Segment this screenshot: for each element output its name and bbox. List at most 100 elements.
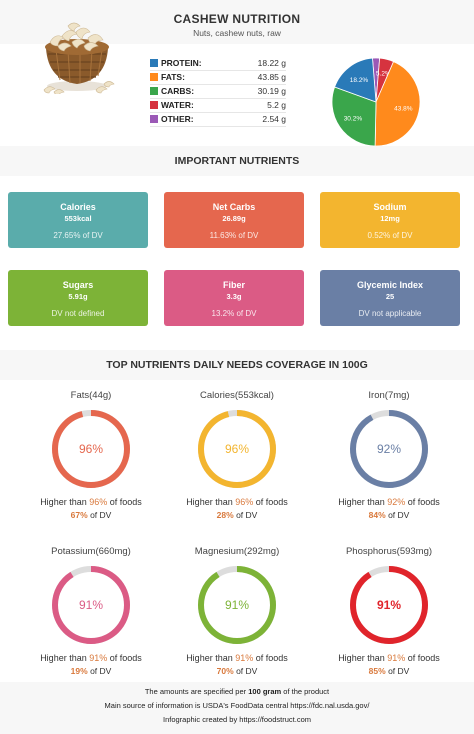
of-dv-label: of DV (90, 510, 112, 520)
legend-swatch (150, 101, 158, 109)
ring-progress (52, 410, 130, 488)
macro-row: FATS: 43.85 g (150, 70, 286, 85)
of-foods-label: of foods (109, 653, 142, 663)
coverage-higher: Higher than 92% of foods (314, 497, 464, 507)
macro-value: 5.2 g (237, 98, 286, 113)
coverage-title: Fats(44g) (70, 390, 112, 401)
macro-row: WATER: 5.2 g (150, 98, 286, 113)
ring-percent: 91% (79, 598, 103, 612)
ring-progress (198, 410, 276, 488)
higher-label: Higher than (40, 497, 87, 507)
macro-label: OTHER: (161, 114, 194, 124)
nutrient-label: Fiber (222, 280, 245, 290)
legend-swatch (150, 115, 158, 123)
ring-progress (52, 566, 130, 644)
dv-value: 70% (216, 666, 234, 676)
macro-label: WATER: (161, 100, 194, 110)
coverage-dv: 85% of DV (314, 666, 464, 676)
macro-row: CARBS: 30.19 g (150, 84, 286, 99)
of-foods-label: of foods (255, 497, 288, 507)
coverage-card: Iron(7mg) 92% Higher than 92% of foods 84% … (314, 390, 464, 520)
page-subtitle: Nuts, cashew nuts, raw (193, 28, 281, 38)
legend-swatch (150, 87, 158, 95)
nutrient-card-fiber: Fiber 3.3g 13.2% of DV (164, 270, 304, 326)
dv-value: 84% (368, 510, 386, 520)
macro-label: CARBS: (161, 86, 195, 96)
of-dv-label: of DV (236, 510, 258, 520)
higher-value: 91% (89, 653, 108, 663)
ring-progress (198, 566, 276, 644)
coverage-title: Iron(7mg) (368, 390, 410, 401)
coverage-dv: 84% of DV (314, 510, 464, 520)
nutrient-card-glycemic-index: Glycemic Index 25 DV not applicable (320, 270, 460, 326)
higher-value: 91% (235, 653, 254, 663)
higher-value: 96% (235, 497, 254, 507)
higher-value: 92% (387, 497, 406, 507)
of-foods-label: of foods (109, 497, 142, 507)
higher-label: Higher than (186, 497, 233, 507)
coverage-card: Fats(44g) 96% Higher than 96% of foods 67% … (16, 390, 166, 520)
pie-label: 18.2% (350, 77, 369, 84)
ring-progress (350, 410, 428, 488)
higher-label: Higher than (338, 653, 385, 663)
coverage-ring: 96% (52, 410, 130, 488)
macro-row: OTHER: 2.54 g (150, 112, 286, 127)
coverage-higher: Higher than 91% of foods (16, 653, 166, 663)
coverage-card: Phosphorus(593mg) 91% Higher than 91% of f… (314, 546, 464, 676)
higher-label: Higher than (186, 653, 233, 663)
ring-percent: 96% (79, 442, 103, 456)
nutrient-dv: 13.2% of DV (211, 309, 257, 318)
coverage-title: Potassium(660mg) (51, 546, 131, 557)
footer-text: The amounts are specified per (144, 687, 247, 696)
coverage-ring: 91% (350, 566, 428, 644)
nutrient-label: Calories (60, 202, 96, 212)
nutrient-value: 25 (385, 292, 395, 301)
nutrient-dv: 11.63% of DV (209, 231, 259, 240)
coverage-higher: Higher than 96% of foods (162, 497, 312, 507)
pie-label: 5.2% (376, 70, 391, 77)
nutrient-value: 12mg (380, 214, 400, 223)
nutrient-value: 3.3g (226, 292, 242, 301)
coverage-card: Calories(553kcal) 96% Higher than 96% of f… (162, 390, 312, 520)
legend-swatch (150, 73, 158, 81)
nutrient-card-sugars: Sugars 5.91g DV not defined (8, 270, 148, 326)
macro-table: PROTEIN: 18.22 g FATS: 43.85 g CARBS: 30.19 g… (150, 56, 286, 127)
nutrient-label: Sodium (373, 202, 407, 212)
pie-slice-fats (374, 61, 421, 147)
coverage-higher: Higher than 91% of foods (314, 653, 464, 663)
coverage-ring: 91% (52, 566, 130, 644)
nutrient-dv: DV not defined (51, 309, 105, 318)
cashew-basket-image (43, 22, 115, 94)
macro-value: 43.85 g (237, 70, 286, 85)
dv-value: 85% (368, 666, 386, 676)
footer: The amounts are specified per 100 gram o… (0, 682, 474, 734)
coverage-dv: 28% of DV (162, 510, 312, 520)
coverage-dv: 19% of DV (16, 666, 166, 676)
ring-percent: 96% (225, 442, 249, 456)
macro-pie-chart: 5.2% 43.8% 30.2% 18.2% (331, 57, 421, 147)
macro-value: 30.19 g (237, 84, 286, 99)
coverage-dv: 70% of DV (162, 666, 312, 676)
footer-line-1: The amounts are specified per 100 gram o… (0, 685, 474, 699)
coverage-ring: 91% (198, 566, 276, 644)
footer-line-2: Main source of information is USDA's Foo… (104, 701, 370, 710)
coverage-card: Potassium(660mg) 91% Higher than 91% of fo… (16, 546, 166, 676)
coverage-ring: 92% (350, 410, 428, 488)
dv-value: 67% (70, 510, 88, 520)
page-title: CASHEW NUTRITION (173, 12, 301, 26)
legend-swatch (150, 58, 158, 67)
footer-line-3: Infographic created by https://foodstruc… (163, 715, 311, 724)
ring-percent: 91% (225, 598, 249, 612)
footer-text: of the product (283, 687, 330, 696)
nutrient-dv: 0.52% of DV (367, 231, 413, 240)
pie-slice-protein (334, 57, 377, 103)
higher-value: 91% (387, 653, 406, 663)
ring-progress (350, 566, 428, 644)
higher-value: 96% (89, 497, 108, 507)
nutrient-value: 26.89g (222, 214, 246, 223)
coverage-higher: Higher than 91% of foods (162, 653, 312, 663)
dv-value: 28% (216, 510, 234, 520)
of-foods-label: of foods (407, 497, 440, 507)
nutrient-value: 5.91g (68, 292, 88, 301)
nutrient-card-net-carbs: Net Carbs 26.89g 11.63% of DV (164, 192, 304, 248)
